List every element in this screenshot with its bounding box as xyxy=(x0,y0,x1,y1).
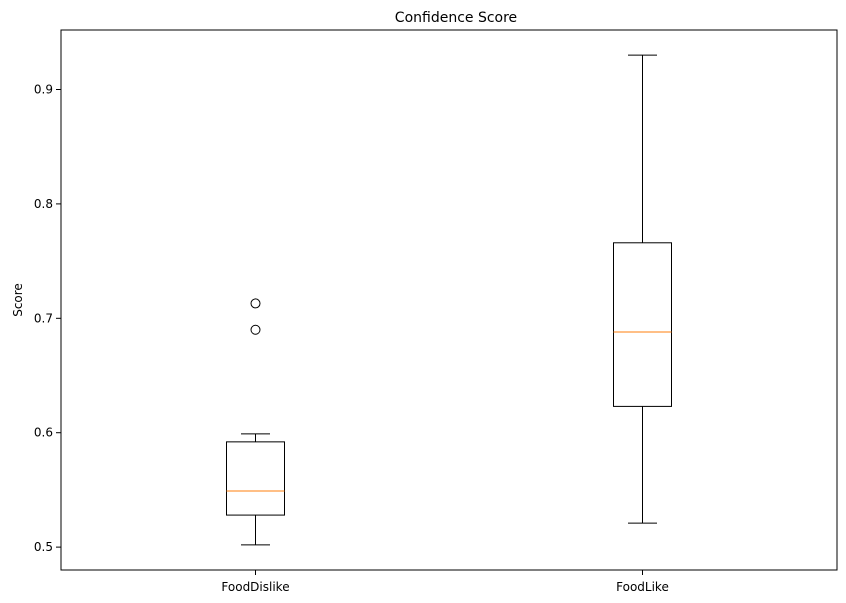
box-series xyxy=(226,54,672,546)
outlier-point xyxy=(250,298,261,309)
x-tick-label: FoodLike xyxy=(616,580,669,594)
box-iqr xyxy=(226,441,285,516)
x-tick-label: FoodDislike xyxy=(221,580,289,594)
y-tick-label: 0.6 xyxy=(34,426,53,440)
axis-ticks: 0.5 0.6 0.7 0.8 0.9 FoodDislike FoodLike xyxy=(34,82,669,594)
chart-title: Confidence Score xyxy=(395,10,517,26)
y-tick-label: 0.9 xyxy=(34,82,53,96)
box-FoodLike xyxy=(613,54,672,524)
y-tick-label: 0.8 xyxy=(34,197,53,211)
y-tick-label: 0.5 xyxy=(34,540,53,554)
plot-frame xyxy=(60,29,838,571)
box-FoodDislike xyxy=(226,298,285,546)
y-axis-label: Score xyxy=(11,283,25,317)
y-tick-label: 0.7 xyxy=(34,311,53,325)
outlier-point xyxy=(250,324,261,335)
box-iqr xyxy=(613,242,672,407)
